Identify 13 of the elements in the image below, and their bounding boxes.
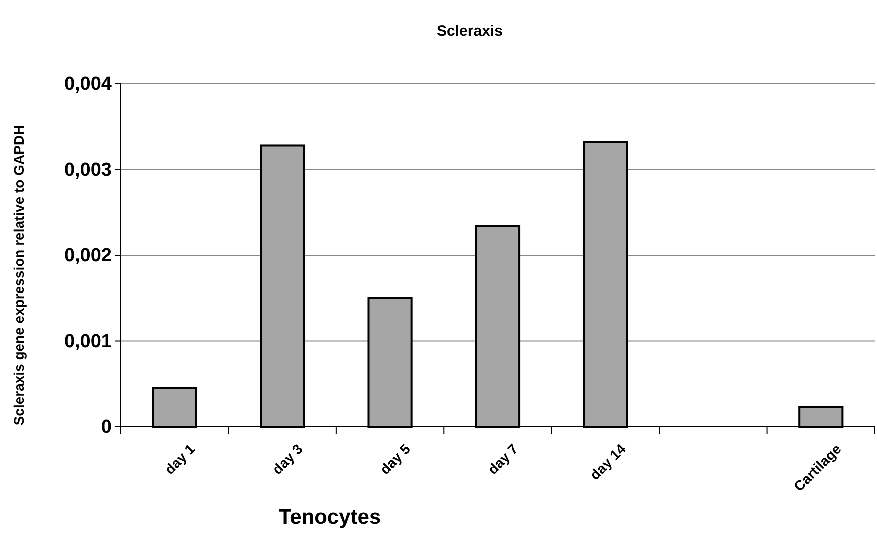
y-tick-label: 0,004 [64, 74, 112, 96]
y-tick-label: 0 [101, 417, 112, 438]
x-tick-label: day 7 [484, 440, 522, 478]
y-axis-title: Scleraxis gene expression relative to GAPDH [11, 125, 27, 426]
y-tick-label: 0,002 [64, 246, 112, 267]
y-tick-label: 0,001 [64, 331, 112, 352]
x-tick-label: day 1 [161, 440, 198, 478]
y-tick-label: 0,003 [64, 160, 112, 181]
x-axis-title: Tenocytes [278, 506, 382, 529]
chart-title: Scleraxis [437, 23, 503, 40]
x-tick-label: day 14 [586, 440, 630, 484]
x-tick-label: day 5 [376, 440, 414, 478]
x-tick-label: day 3 [269, 440, 306, 478]
